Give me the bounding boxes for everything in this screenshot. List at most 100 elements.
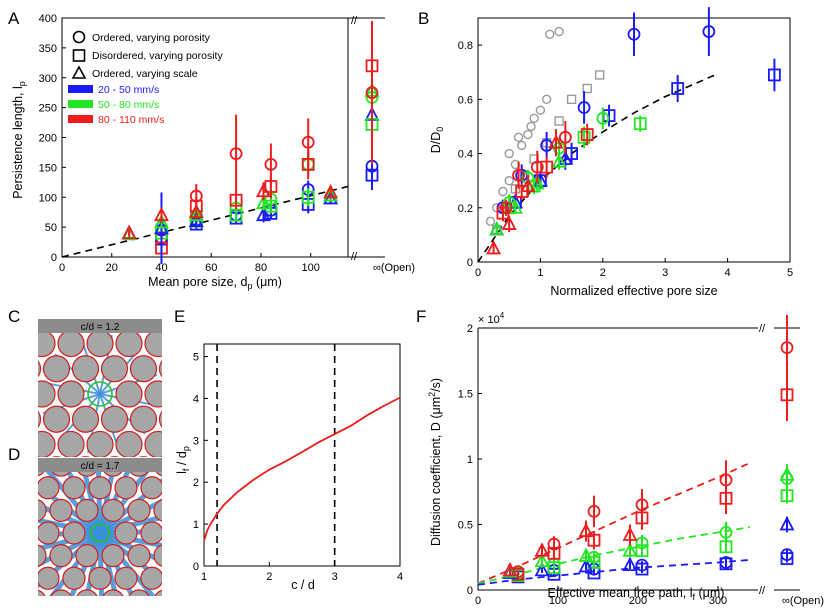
panel-b-xtick-label: 5 [787,267,793,279]
panel-b-point [530,160,544,174]
panel-b-point [551,153,567,168]
panel-letter-e: E [174,307,185,326]
panel-a-point [323,184,339,199]
D-art-pillar [76,589,98,596]
C-art-pillar [129,355,158,383]
panel-a-ytick-label: 250 [39,103,57,115]
C-art-pillar [115,380,143,408]
D-art-pillar [38,521,60,545]
panel-a-break-top: // [351,15,358,27]
legend-disordered-porosity: Disordered, varying porosity [92,50,223,62]
panel-a-point [264,199,278,213]
panel-f-open-label: ∞(Open) [782,595,824,607]
panel-f-point [635,544,649,558]
D-art-pillar [140,521,162,545]
panel-b-point [554,26,564,37]
panel-f-point [578,547,594,562]
panel-f-xtick-label: 0 [475,595,481,607]
panel-b-point [545,29,555,39]
panel-d-lattice-illustration: c/d = 1.7 [38,458,162,596]
panel-b-point [486,239,502,255]
panel-f-fit-line [477,558,751,586]
panel-a-point [229,147,243,161]
D-art-pillar [114,521,138,545]
C-art-pillar [42,405,71,433]
panel-f-point [587,533,601,547]
panel-f-open-point [780,472,794,486]
panel-f-point [622,526,638,541]
panel-a-point [229,208,243,222]
panel-b-xlabel: Normalized effective pore size [550,284,717,298]
D-art-pillar [50,589,72,596]
panel-e-ytick-label: 5 [193,352,199,364]
D-art-pillar [127,544,151,568]
panel-a-point [264,180,278,193]
C-art-pillar [86,430,114,457]
legend-speed-red: 80 - 110 mm/s [98,114,164,126]
legend-speed-green: 50 - 80 mm/s [98,99,159,111]
panel-e-ylabel: lf / dp [175,446,191,474]
panel-a-point [153,206,169,222]
D-art-pillar [101,544,125,568]
D-art-pillar [75,544,99,568]
panel-f-xtick-label: 200 [629,595,647,607]
D-art-pillar [38,566,60,590]
D-art-pillar [114,476,138,500]
panel-a-open-point [365,59,379,73]
panel-a-xlabel: Mean pore size, dp (μm) [148,275,282,291]
D-art-pillar [38,544,47,567]
panel-b-point [702,25,716,38]
C-art-pillar [138,456,149,457]
panel-f-point [587,504,601,518]
panel-a-ytick-label: 50 [45,222,57,234]
panel-e-xtick-label: 3 [332,571,338,583]
panel-b-point [501,215,517,230]
D-art-pillar [62,521,86,545]
panel-b-point [507,199,523,214]
panel-f-fit-line [477,462,751,585]
panel-d-header [38,458,162,472]
panel-b-point [504,175,514,186]
panel-f-point [719,540,733,554]
panel-b-point [633,117,647,131]
C-art-pillar [57,430,85,457]
panel-a-ytick-label: 200 [39,133,57,145]
panel-c-ratio-label: c/d = 1.2 [81,322,120,333]
C-art-pillar [38,329,56,358]
panel-b-ytick-label: 0.8 [458,40,473,52]
panel-b-point [671,82,685,95]
panel-f-point [534,552,550,568]
C-art-pillar [38,360,42,378]
panel-b-point [513,132,524,142]
D-art-pillar [102,589,124,596]
panel-f-xtick-label: 300 [709,595,727,607]
C-art-pillar [189,305,215,331]
panel-a-point [188,206,204,222]
D-art-pillar [153,544,162,567]
panel-b-point [489,221,505,236]
panel-b-xtick-label: 0 [475,267,481,279]
D-art-pillar [140,476,162,500]
panel-b-ytick-label: 0.2 [458,203,473,215]
panel-b-chart: 0 1 2 3 4 5 0 0.2 0.4 0.6 0.8 Normalized effective… [429,7,793,298]
C-art-pillar [144,380,162,408]
C-art-pillar [100,405,129,433]
panel-a-xtick-label: 80 [255,262,267,274]
panel-f-break-top: // [759,323,766,335]
C-art-pillar [71,405,100,433]
panel-b-point [596,111,610,125]
legend-blue-swatch [68,85,93,93]
panel-a-xtick-label: 0 [59,262,65,274]
panel-f-point [534,542,550,557]
panel-c-header [38,319,162,333]
panel-f-point [719,557,733,571]
panel-e-ytick-label: 3 [193,435,199,447]
legend-triangle-marker [71,65,87,79]
D-art-pillar [62,476,86,500]
panel-a-ytick-label: 0 [51,252,57,264]
C-art-pillar [86,329,114,358]
panel-a-point [301,190,315,204]
panel-a-point [323,187,339,202]
panel-b-point [520,177,536,192]
C-art-pillar [109,456,120,457]
